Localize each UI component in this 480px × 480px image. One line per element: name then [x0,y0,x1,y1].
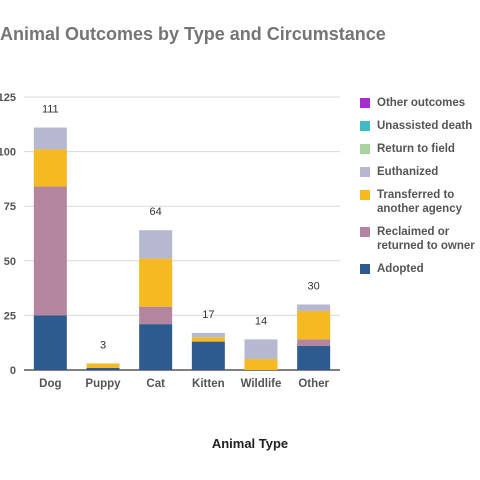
bar-segment [297,304,331,312]
legend-label: Reclaimed or returned to owner [377,226,475,252]
bar-segment [33,149,67,187]
y-tick-label: 50 [4,256,16,268]
legend-label: Return to field [377,143,455,155]
legend-label: Euthanized [377,166,439,178]
legend-swatch [360,121,370,131]
legend-swatch [360,190,370,200]
bar-segment [33,186,67,316]
bar-total-label: 64 [150,206,162,218]
x-tick-label: Cat [146,378,165,390]
bar-segment [33,127,67,150]
legend-swatch [360,144,370,154]
legend: Other outcomes Unassisted death Return to … [360,96,480,285]
legend-swatch [360,167,370,177]
bar-segment [297,311,331,340]
legend-item: Transferred to another agency [360,188,480,216]
x-tick-label: Dog [39,378,61,390]
bar-segment [244,359,278,370]
legend-item: Unassisted death [360,119,480,133]
bar-segment [139,324,173,370]
legend-label: Other outcomes [377,97,466,109]
bar-segment [86,367,120,370]
bar-segment [86,363,120,368]
bar-total-label: 3 [100,339,106,351]
bar-total-label: 17 [202,309,214,321]
bar-total-label: 111 [42,104,59,116]
legend-swatch [360,98,370,108]
x-tick-label: Other [298,378,329,390]
y-tick-label: 75 [4,201,16,213]
bar-segment [33,315,67,370]
bar-segment [191,332,225,338]
legend-swatch [360,264,370,274]
bar-segment [191,341,225,370]
y-tick-label: 125 [0,92,16,104]
bar-total-label: 30 [308,280,320,292]
x-tick-label: Kitten [192,378,225,390]
bar-total-label: 14 [255,315,267,327]
bar-segment [139,230,173,259]
bar-segment [244,339,278,360]
y-tick-label: 100 [0,147,16,159]
bar-segment [139,258,173,307]
legend-item: Reclaimed or returned to owner [360,225,480,253]
x-tick-label: Puppy [85,378,121,390]
legend-swatch [360,227,370,237]
legend-item: Return to field [360,142,480,156]
x-axis-label: Animal Type [211,436,289,451]
x-tick-label: Wildlife [241,378,282,390]
legend-item: Euthanized [360,165,480,179]
y-tick-label: 25 [4,310,16,322]
bar-segment [297,345,331,370]
chart-title: Animal Outcomes by Type and Circumstance [0,24,386,44]
bar-segment [297,339,331,346]
legend-item: Other outcomes [360,96,480,110]
legend-label: Unassisted death [377,120,473,132]
y-tick-label: 0 [10,365,16,377]
bar-segment [139,306,173,325]
legend-label: Transferred to another agency [377,189,462,215]
legend-label: Adopted [377,263,424,275]
bar-segment [191,337,225,342]
legend-item: Adopted [360,262,480,276]
